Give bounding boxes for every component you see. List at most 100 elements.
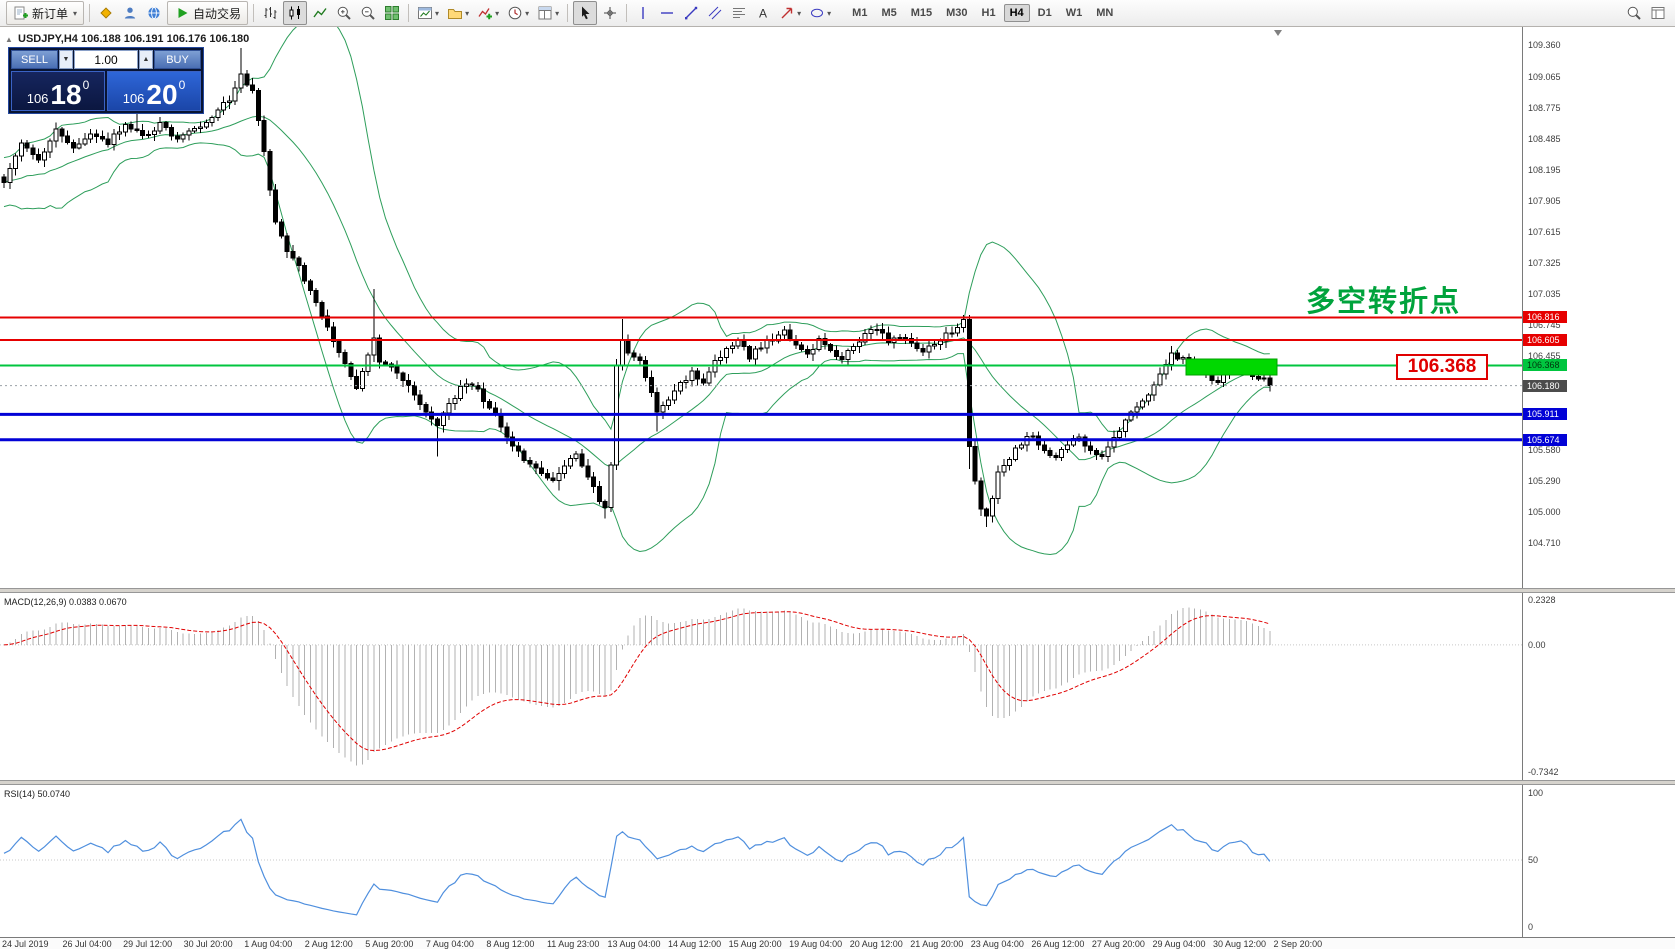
new-chart-button[interactable]: ▾	[414, 2, 442, 24]
globe-icon	[148, 6, 160, 20]
buy-price-pips: 20	[146, 78, 178, 110]
price-tag-105.674[interactable]: 105.674	[1523, 433, 1567, 446]
arrows-tool-button[interactable]: ▾	[776, 2, 804, 24]
volume-increase-button[interactable]: ▲	[139, 50, 153, 69]
new-order-label: 新订单	[32, 6, 69, 21]
time-axis-label: 27 Aug 20:00	[1091, 939, 1145, 949]
metaeditor-button[interactable]	[95, 2, 117, 24]
profile-icon	[124, 7, 136, 19]
time-axis-label: 2 Sep 20:00	[1273, 939, 1323, 949]
highlight-rectangle[interactable]	[1185, 358, 1278, 376]
timeframe-m30-button[interactable]: M30	[946, 7, 968, 19]
line-chart-icon	[313, 8, 327, 18]
time-axis-label: 13 Aug 04:00	[607, 939, 661, 949]
templates-button[interactable]: ▾	[534, 2, 562, 24]
market-button[interactable]	[143, 2, 165, 24]
timeframe-w1-button[interactable]: W1	[1065, 7, 1083, 19]
text-label-icon: A	[759, 7, 767, 21]
buy-button[interactable]: BUY	[154, 50, 201, 69]
price-callout-label[interactable]: 106.368	[1396, 354, 1488, 380]
toolbar-separator	[89, 4, 91, 22]
clock-icon	[508, 6, 522, 20]
chart-profiles-button[interactable]: ▾	[444, 2, 472, 24]
time-axis-label: 26 Aug 12:00	[1031, 939, 1085, 949]
timeframe-m15-button[interactable]: M15	[910, 7, 933, 19]
one-click-panel-toggle[interactable]: ▲	[5, 35, 13, 44]
turning-point-annotation[interactable]: 多空转折点	[1306, 286, 1462, 318]
rsi-scale-label: 100	[1528, 788, 1544, 798]
shapes-tool-button[interactable]: ▾	[806, 2, 834, 24]
line-chart-mode-button[interactable]	[309, 2, 331, 24]
panel-splitter[interactable]	[0, 588, 1675, 593]
chart-shift-marker[interactable]	[1274, 30, 1282, 36]
templates-icon	[538, 6, 552, 20]
sell-button[interactable]: SELL	[11, 50, 58, 69]
crosshair-tool-button[interactable]	[599, 2, 621, 24]
indicators-icon	[478, 8, 493, 20]
price-chart-canvas[interactable]	[0, 27, 1522, 588]
time-axis-label: 21 Aug 20:00	[910, 939, 964, 949]
symbol-search-button[interactable]	[1623, 2, 1645, 24]
autotrading-label: 自动交易	[193, 6, 242, 21]
volume-decrease-button[interactable]: ▼	[59, 50, 73, 69]
rsi-chart-canvas[interactable]	[0, 785, 1522, 937]
price-tag-105.911[interactable]: 105.911	[1523, 408, 1567, 421]
data-window-button[interactable]	[1647, 2, 1669, 24]
toolbar-right-group	[1622, 2, 1670, 24]
panel-splitter[interactable]	[0, 780, 1675, 785]
price-scale-label: 106.745	[1528, 320, 1561, 331]
macd-signal-line	[3, 611, 1270, 752]
indicators-button[interactable]: ▾	[474, 2, 502, 24]
price-tag-106.816[interactable]: 106.816	[1523, 311, 1567, 324]
macd-scale-label: 0.00	[1528, 639, 1546, 650]
candlestick-mode-button[interactable]	[283, 1, 308, 25]
cursor-tool-button[interactable]	[573, 1, 598, 25]
sell-price-panel[interactable]: 106 18 0	[11, 71, 105, 111]
timeframe-m1-button[interactable]: M1	[852, 7, 868, 19]
timeframe-d1-button[interactable]: D1	[1037, 7, 1052, 19]
macd-chart-canvas[interactable]	[0, 593, 1522, 780]
timeframe-m5-button[interactable]: M5	[881, 7, 897, 19]
time-axis-label: 24 Jul 2019	[2, 939, 49, 949]
channel-tool-button[interactable]	[704, 2, 726, 24]
timeframe-h4-button[interactable]: H4	[1003, 4, 1030, 22]
new-order-button[interactable]: 新订单 ▾	[6, 1, 85, 25]
new-chart-icon	[418, 7, 433, 19]
price-scale-label: 107.325	[1528, 257, 1561, 268]
autotrading-button[interactable]: 自动交易	[167, 1, 249, 25]
timeframe-mn-button[interactable]: MN	[1096, 7, 1114, 19]
zoom-out-button[interactable]	[357, 2, 379, 24]
fibonacci-tool-button[interactable]	[728, 2, 750, 24]
bar-chart-mode-button[interactable]	[259, 2, 281, 24]
toolbar-separator	[567, 4, 569, 22]
trendline-icon	[685, 6, 698, 20]
zoom-in-button[interactable]	[333, 2, 355, 24]
crosshair-icon	[604, 7, 617, 19]
buy-price-point: 0	[178, 78, 186, 92]
price-tag-106.180[interactable]: 106.180	[1523, 379, 1567, 392]
vertical-line-tool-button[interactable]	[632, 2, 654, 24]
macd-scale-label: 0.2328	[1528, 595, 1556, 605]
time-axis[interactable]: 24 Jul 2019 26 Jul 04:00 29 Jul 12:00 30 Ju…	[0, 937, 1675, 949]
time-axis-label: 23 Aug 04:00	[970, 939, 1024, 949]
price-scale[interactable]: 109.360 109.065 108.775 108.485 108.195 107.9…	[1522, 27, 1675, 937]
bollinger-lower-band	[3, 142, 1270, 555]
trendline-tool-button[interactable]	[680, 2, 702, 24]
buy-price-panel[interactable]: 106 20 0	[107, 71, 201, 111]
chevron-down-icon: ▾	[525, 8, 530, 18]
time-axis-label: 11 Aug 23:00	[546, 939, 600, 949]
price-scale-label: 107.905	[1528, 195, 1561, 206]
profiles-button[interactable]	[119, 2, 141, 24]
periods-button[interactable]: ▾	[504, 2, 532, 24]
buy-price-base: 106	[122, 90, 145, 106]
svg-text:A: A	[759, 7, 767, 21]
price-tag-106.605[interactable]: 106.605	[1523, 334, 1567, 347]
price-tag-106.368[interactable]: 106.368	[1523, 359, 1567, 372]
volume-input[interactable]	[74, 50, 138, 69]
tile-windows-button[interactable]	[381, 2, 403, 24]
horizontal-line-tool-button[interactable]	[656, 2, 678, 24]
text-tool-button[interactable]: A	[752, 2, 774, 24]
timeframe-h1-button[interactable]: H1	[981, 7, 996, 19]
channel-icon	[708, 6, 722, 20]
chevron-down-icon: ▾	[797, 8, 802, 18]
